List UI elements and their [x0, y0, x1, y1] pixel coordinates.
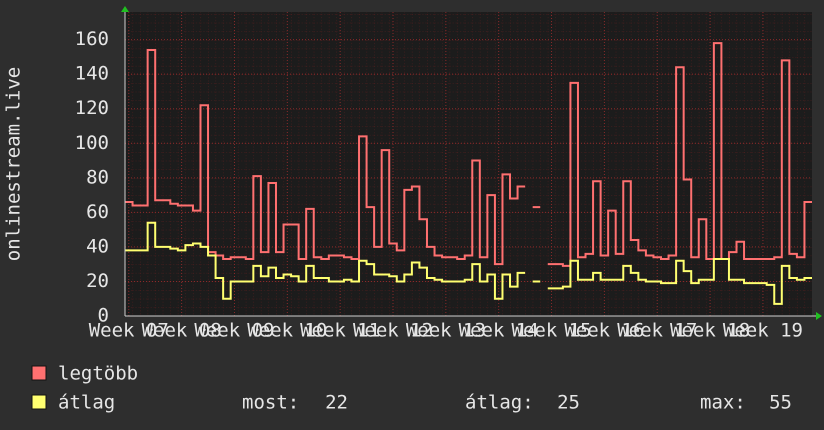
- x-arrow: [816, 312, 822, 320]
- x-tick-label: Week 09: [194, 320, 274, 342]
- x-tick-label: Week 14: [459, 320, 539, 342]
- x-tick-label: Week 13: [406, 320, 486, 342]
- minor-grid: [125, 12, 812, 316]
- legend-swatch: [31, 365, 47, 381]
- y-tick-label: 60: [86, 201, 109, 223]
- x-tick-label: Week 15: [512, 320, 592, 342]
- y-axis-label: onlinestream.live: [3, 67, 25, 261]
- x-tick-label: Week 08: [142, 320, 222, 342]
- series-line: [125, 221, 812, 305]
- x-tick-label: Week 11: [300, 320, 380, 342]
- x-tick-label: Week 12: [353, 320, 433, 342]
- x-tick-label: Week 18: [670, 320, 750, 342]
- x-tick-label: Week 10: [247, 320, 327, 342]
- legend-label: átlag: [58, 392, 115, 414]
- y-tick-label: 0: [98, 305, 109, 327]
- y-arrow: [121, 6, 129, 12]
- y-tick-label: 140: [75, 63, 109, 85]
- stat-value: 22: [325, 392, 348, 414]
- series-line: [125, 42, 812, 267]
- legend-swatch: [31, 394, 47, 410]
- y-tick-label: 160: [75, 28, 109, 50]
- stat-label: max:: [700, 392, 746, 414]
- axes: [121, 6, 822, 320]
- y-tick-label: 20: [86, 270, 109, 292]
- lines: [125, 42, 812, 305]
- x-tick-label: Week 07: [89, 320, 169, 342]
- legend: legtöbb átlag most: 22 átlag: 25 max: 55: [31, 363, 792, 414]
- stat-value: 55: [769, 392, 792, 414]
- stat-label: most:: [242, 392, 299, 414]
- y-tick-label: 100: [75, 132, 109, 154]
- x-tick-label: Week 16: [564, 320, 644, 342]
- stat-label: átlag:: [465, 392, 534, 414]
- y-tick-label: 80: [86, 166, 109, 188]
- x-tick-label: Week 19: [723, 320, 803, 342]
- legend-label: legtöbb: [58, 363, 138, 385]
- y-tick-label: 120: [75, 97, 109, 119]
- x-tick-label: Week 17: [617, 320, 697, 342]
- stat-value: 25: [557, 392, 580, 414]
- y-tick-label: 40: [86, 235, 109, 257]
